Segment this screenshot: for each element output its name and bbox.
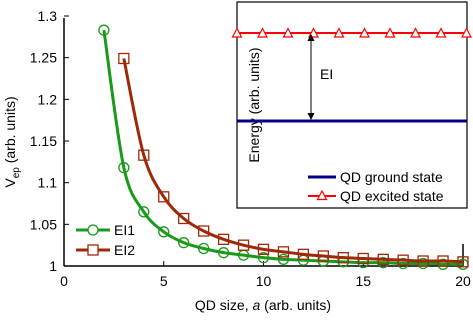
series-line-ei1 [102, 29, 464, 266]
inset-y-axis-title: Energy (arb. units) [246, 47, 262, 162]
series-layer [98, 24, 469, 270]
data-point [317, 250, 330, 262]
inset-gap-arrow-head-down [307, 113, 315, 120]
data-point [237, 239, 250, 251]
data-point [158, 191, 170, 203]
data-point [118, 162, 130, 174]
y-tick-label: 1.2 [38, 91, 58, 107]
data-point [217, 247, 230, 259]
data-point [337, 252, 349, 264]
inset-frame [236, 1, 468, 209]
data-point [178, 212, 190, 225]
inset-triangle-marker [461, 27, 472, 38]
legend: EI1 EI2 [76, 222, 135, 258]
y-tick-label: 1.05 [30, 216, 57, 232]
data-point [257, 243, 270, 255]
legend-ei1-marker [87, 224, 99, 236]
inset-gap-label: EI [320, 66, 333, 82]
x-tick-label: 0 [60, 273, 68, 289]
x-tick-label: 10 [256, 273, 272, 289]
series-ei2 [118, 52, 469, 268]
data-point [138, 206, 150, 218]
y-axis-title: Vep (arb. units) [2, 96, 22, 187]
data-point [98, 24, 110, 36]
data-point [437, 255, 449, 267]
y-tick-label: 1.25 [30, 50, 57, 66]
data-point [277, 246, 290, 258]
data-point [217, 233, 230, 245]
inset-excited-markers [231, 27, 472, 38]
x-ticks: 0 5 10 15 20 [60, 261, 471, 289]
y-axis-title-suffix: (arb. units) [2, 96, 18, 167]
inset-triangle-marker [359, 27, 370, 38]
x-tick-label: 15 [355, 273, 371, 289]
inset-triangle-marker [333, 27, 345, 38]
data-point [257, 252, 270, 264]
y-axis-title-main: V [2, 178, 18, 188]
y-tick-label: 1.1 [38, 175, 58, 191]
data-point [417, 255, 429, 267]
legend-ei1-label: EI1 [114, 222, 135, 238]
x-tick-label: 5 [160, 273, 168, 289]
inset-triangle-marker [282, 27, 294, 38]
legend-ei2-label: EI2 [114, 242, 135, 258]
inset-legend-excited-label: QD excited state [340, 188, 444, 204]
y-tick-label: 1 [49, 258, 57, 274]
data-point [277, 253, 290, 265]
data-point [397, 254, 409, 266]
x-tick-label: 20 [455, 273, 471, 289]
y-ticks: 1 1.05 1.1 1.15 1.2 1.25 1.3 [30, 8, 69, 274]
inset-triangle-marker [257, 27, 268, 38]
inset-gap-arrow-head-up [307, 34, 315, 41]
data-point [178, 237, 190, 249]
x-axis-title-suffix: (arb. units) [260, 297, 331, 313]
inset-triangle-marker [435, 27, 447, 38]
data-point [197, 225, 210, 237]
inset-panel: Energy (arb. units) EI QD ground state Q… [231, 1, 472, 209]
inset-triangle-marker [410, 27, 421, 38]
data-point [377, 253, 389, 265]
inset-legend-ground-label: QD ground state [340, 169, 443, 185]
legend-ei2-marker [87, 244, 99, 256]
data-point [457, 256, 469, 268]
data-point [237, 249, 250, 261]
data-point [158, 226, 170, 238]
y-tick-label: 1.15 [30, 133, 57, 149]
series-line-ei2 [122, 58, 464, 264]
inset-legend-excited-marker [316, 189, 328, 201]
y-tick-label: 1.3 [38, 8, 58, 24]
inset-triangle-marker [231, 27, 243, 38]
data-point [197, 242, 210, 255]
inset-triangle-marker [384, 27, 396, 38]
x-axis-title-var: a [252, 297, 260, 313]
x-axis-title-prefix: QD size, [195, 297, 253, 313]
data-point [357, 252, 369, 265]
data-point [118, 52, 130, 65]
data-point [138, 149, 150, 161]
data-point [297, 248, 310, 260]
y-axis-title-sub: ep [11, 167, 22, 179]
x-axis-title: QD size, a (arb. units) [195, 297, 331, 313]
